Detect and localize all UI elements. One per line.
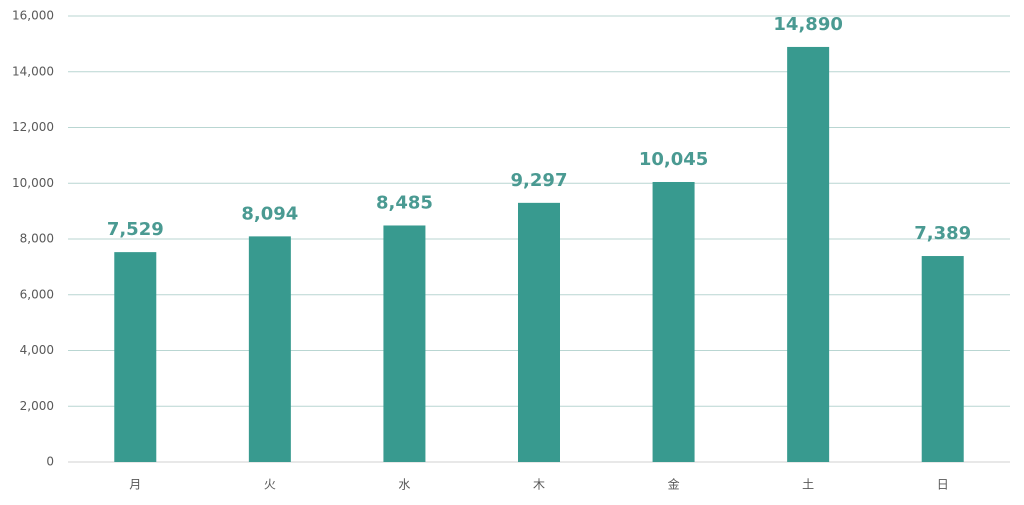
y-tick-label: 4,000 <box>20 343 54 357</box>
bar <box>114 252 157 462</box>
y-tick-label: 10,000 <box>12 176 54 190</box>
value-label: 7,529 <box>107 219 164 240</box>
bar <box>518 202 560 462</box>
y-tick-label: 2,000 <box>20 399 54 413</box>
x-tick-label: 火 <box>264 478 276 492</box>
bar <box>652 181 695 463</box>
y-tick-label: 6,000 <box>20 287 54 301</box>
y-tick-label: 12,000 <box>12 120 54 134</box>
x-tick-label: 日 <box>937 478 949 492</box>
y-tick-label: 14,000 <box>12 64 54 78</box>
value-label: 10,045 <box>639 149 708 170</box>
y-tick-label: 8,000 <box>20 232 54 246</box>
y-tick-label: 16,000 <box>12 9 54 23</box>
x-tick-label: 土 <box>802 478 814 492</box>
value-label: 8,094 <box>241 203 298 224</box>
value-label: 7,389 <box>914 223 971 244</box>
bar <box>383 225 426 462</box>
x-tick-label: 金 <box>668 477 680 492</box>
bar <box>248 236 291 462</box>
y-tick-label: 0 <box>46 455 54 469</box>
value-label: 14,890 <box>773 14 842 35</box>
bar <box>787 46 830 462</box>
value-label: 8,485 <box>376 192 433 213</box>
x-tick-label: 木 <box>533 478 545 492</box>
x-tick-label: 月 <box>129 478 141 492</box>
bar <box>921 256 964 462</box>
value-label: 9,297 <box>511 170 568 191</box>
x-tick-label: 水 <box>398 478 410 492</box>
